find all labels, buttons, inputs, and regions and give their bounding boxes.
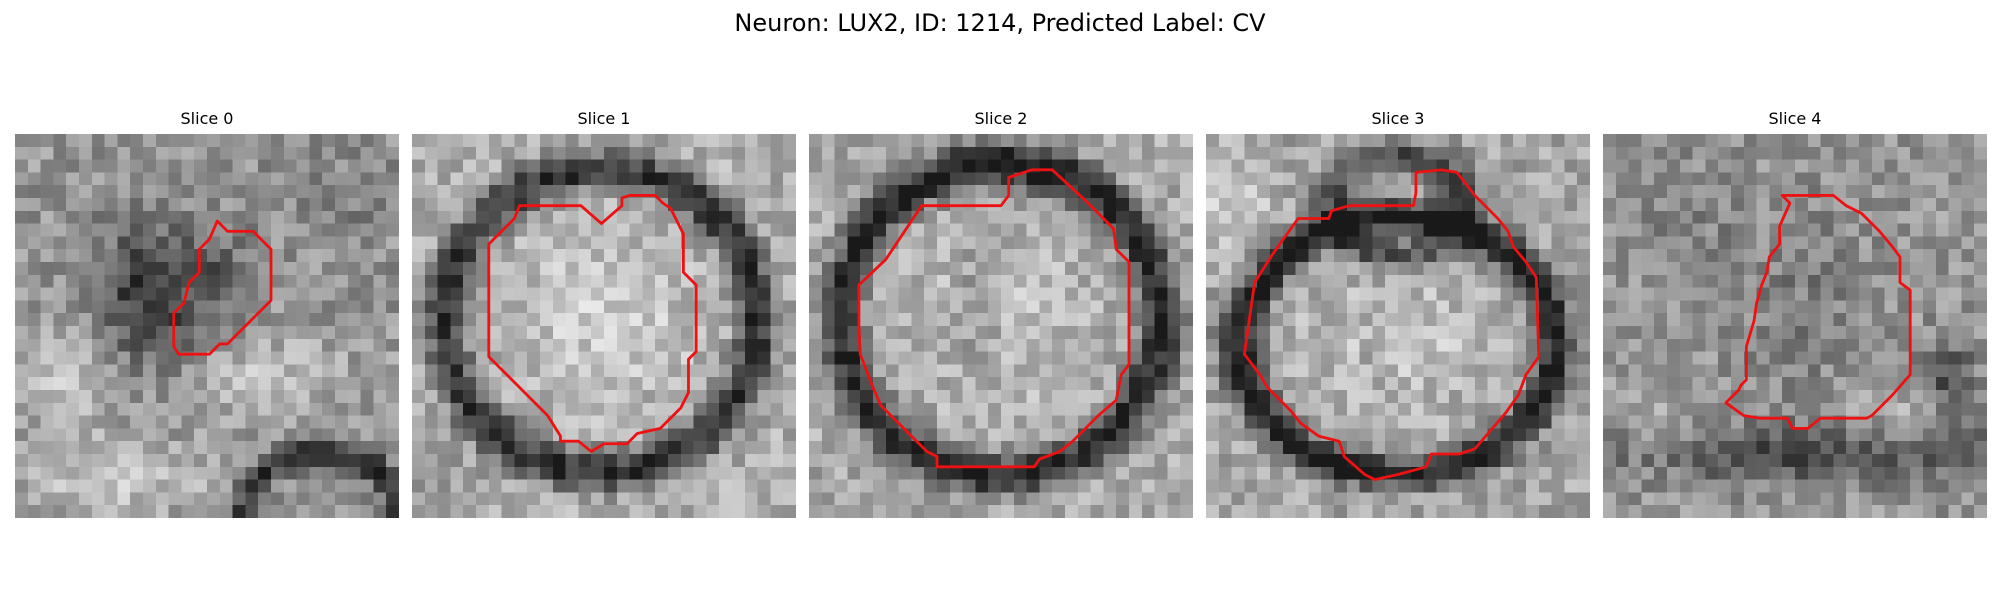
slice-panel-1: Slice 1 <box>412 108 796 518</box>
slice-raster-1 <box>412 134 796 518</box>
slice-raster-2 <box>809 134 1193 518</box>
slice-title-2: Slice 2 <box>809 108 1193 130</box>
slice-panel-4: Slice 4 <box>1603 108 1987 518</box>
slice-image-1 <box>412 134 796 518</box>
slice-title-3: Slice 3 <box>1206 108 1590 130</box>
slice-raster-4 <box>1603 134 1987 518</box>
slice-panel-0: Slice 0 <box>15 108 399 518</box>
slice-image-4 <box>1603 134 1987 518</box>
slice-raster-0 <box>15 134 399 518</box>
slice-image-2 <box>809 134 1193 518</box>
slice-title-4: Slice 4 <box>1603 108 1987 130</box>
slice-panel-2: Slice 2 <box>809 108 1193 518</box>
figure-title: Neuron: LUX2, ID: 1214, Predicted Label:… <box>0 8 2000 38</box>
slice-panel-3: Slice 3 <box>1206 108 1590 518</box>
slice-title-1: Slice 1 <box>412 108 796 130</box>
slice-image-3 <box>1206 134 1590 518</box>
slice-title-0: Slice 0 <box>15 108 399 130</box>
slice-image-0 <box>15 134 399 518</box>
slice-raster-3 <box>1206 134 1590 518</box>
